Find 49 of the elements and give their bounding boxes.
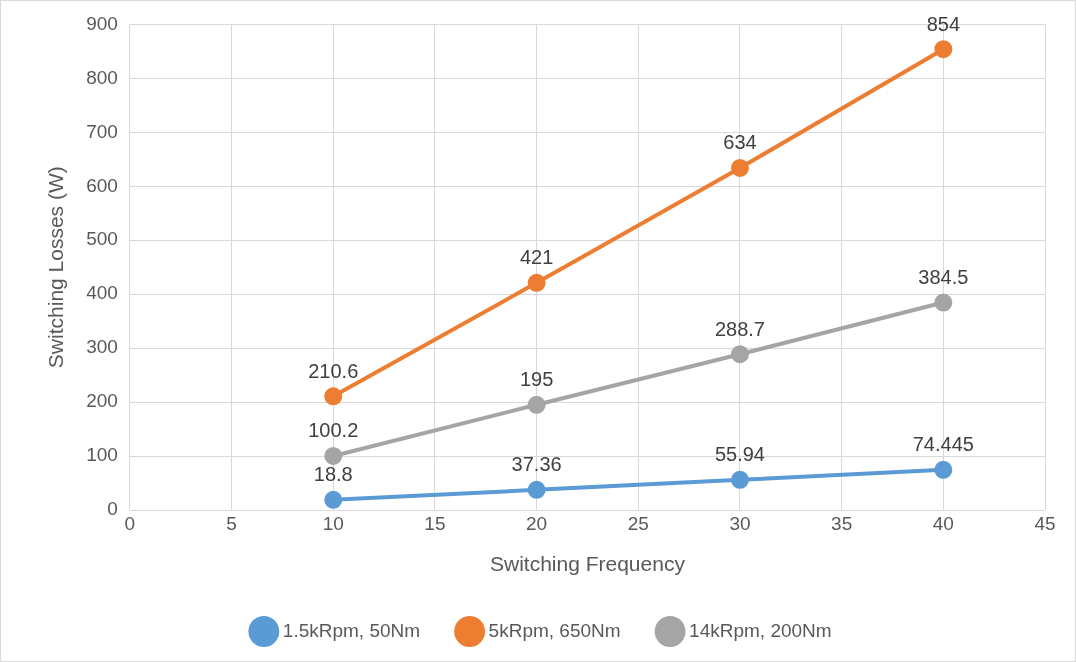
- x-tick-label: 45: [1034, 512, 1056, 534]
- x-tick-label: 35: [831, 512, 853, 534]
- data-label: 384.5: [918, 266, 969, 289]
- data-label: 18.8: [313, 463, 353, 486]
- data-label: 100.2: [308, 419, 359, 442]
- data-label: 55.94: [714, 443, 765, 466]
- x-tick-label: 40: [932, 512, 954, 534]
- point: [730, 470, 749, 489]
- legend-label: 5kRpm, 650Nm: [488, 619, 621, 641]
- x-tick-label: 15: [424, 512, 446, 534]
- point: [934, 460, 953, 479]
- data-label: 421: [519, 246, 554, 269]
- point: [324, 446, 343, 465]
- point: [934, 293, 953, 312]
- point: [527, 480, 546, 499]
- data-label: 854: [926, 12, 961, 35]
- x-axis-title: Switching Frequency: [489, 552, 686, 576]
- legend-label: 14kRpm, 200Nm: [689, 619, 832, 641]
- x-tick-label: 30: [729, 512, 751, 534]
- x-tick-label: 20: [526, 512, 548, 534]
- y-tick-label: 800: [86, 66, 118, 88]
- data-label: 195: [519, 368, 554, 391]
- data-label: 74.445: [912, 433, 974, 456]
- y-tick-label: 900: [86, 12, 118, 34]
- y-axis-title: Switching Losses (W): [44, 166, 68, 369]
- x-tick-label: 0: [124, 512, 136, 534]
- x-tick-label: 5: [226, 512, 237, 534]
- data-label: 210.6: [308, 359, 359, 382]
- y-tick-label: 700: [86, 120, 118, 142]
- legend-label: 1.5kRpm, 50Nm: [282, 619, 421, 641]
- y-tick-label: 0: [107, 498, 118, 520]
- y-tick-label: 300: [86, 336, 118, 358]
- data-label: 634: [723, 131, 757, 154]
- data-label: 288.7: [714, 317, 765, 340]
- y-tick-label: 500: [86, 228, 118, 250]
- point: [324, 490, 343, 509]
- data-label: 37.36: [511, 453, 562, 476]
- point: [730, 158, 749, 177]
- y-tick-label: 400: [86, 282, 118, 304]
- y-tick-label: 100: [86, 444, 118, 466]
- y-tick-label: 200: [86, 390, 118, 412]
- point: [934, 40, 953, 59]
- point: [527, 395, 546, 414]
- point: [324, 387, 343, 406]
- point: [730, 345, 749, 364]
- point: [527, 273, 546, 292]
- x-tick-label: 25: [627, 512, 649, 534]
- x-tick-label: 10: [322, 512, 344, 534]
- y-tick-label: 600: [86, 174, 118, 196]
